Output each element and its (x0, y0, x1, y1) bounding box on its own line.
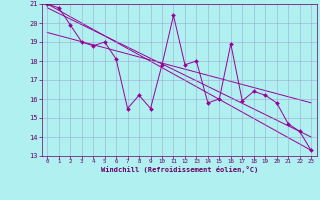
X-axis label: Windchill (Refroidissement éolien,°C): Windchill (Refroidissement éolien,°C) (100, 166, 258, 173)
